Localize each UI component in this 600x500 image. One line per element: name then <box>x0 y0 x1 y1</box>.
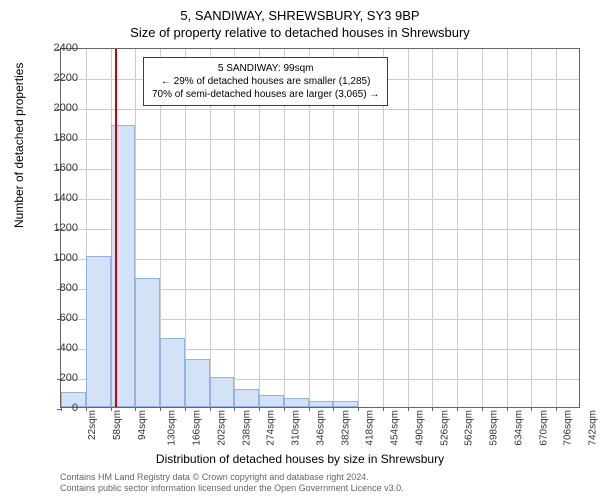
y-tick-label: 1000 <box>54 252 78 264</box>
grid-line-v <box>482 49 483 407</box>
x-tick-label: 634sqm <box>514 410 525 446</box>
x-tick-label: 526sqm <box>439 410 450 446</box>
histogram-bar <box>333 401 358 407</box>
x-tick-label: 670sqm <box>538 410 549 446</box>
grid-line-v <box>556 49 557 407</box>
y-tick-label: 400 <box>60 342 78 354</box>
histogram-bar <box>160 338 185 407</box>
x-tick-mark <box>333 407 334 411</box>
attribution-line-1: Contains HM Land Registry data © Crown c… <box>60 472 404 483</box>
attribution-line-2: Contains public sector information licen… <box>60 483 404 494</box>
x-tick-label: 94sqm <box>137 410 148 440</box>
x-tick-mark <box>210 407 211 411</box>
y-tick-label: 1800 <box>54 132 78 144</box>
grid-line-h <box>61 229 579 230</box>
grid-line-v <box>432 49 433 407</box>
x-tick-mark <box>234 407 235 411</box>
x-tick-label: 598sqm <box>489 410 500 446</box>
histogram-bar <box>135 278 160 407</box>
x-tick-label: 202sqm <box>216 410 227 446</box>
histogram-chart: 5 SANDIWAY: 99sqm ← 29% of detached hous… <box>60 48 580 408</box>
grid-line-h <box>61 169 579 170</box>
x-tick-mark <box>358 407 359 411</box>
grid-line-v <box>507 49 508 407</box>
grid-line-v <box>457 49 458 407</box>
y-tick-label: 0 <box>72 402 78 414</box>
y-tick-label: 1200 <box>54 222 78 234</box>
histogram-bar <box>111 125 136 407</box>
x-tick-label: 58sqm <box>112 410 123 440</box>
grid-line-v <box>531 49 532 407</box>
x-tick-label: 418sqm <box>365 410 376 446</box>
x-tick-label: 310sqm <box>291 410 302 446</box>
x-tick-mark <box>531 407 532 411</box>
x-tick-mark <box>556 407 557 411</box>
x-tick-mark <box>383 407 384 411</box>
x-tick-mark <box>482 407 483 411</box>
x-tick-mark <box>61 407 62 411</box>
x-axis-label: Distribution of detached houses by size … <box>0 452 600 466</box>
x-tick-mark <box>309 407 310 411</box>
x-tick-label: 490sqm <box>414 410 425 446</box>
y-tick-label: 200 <box>60 372 78 384</box>
grid-line-h <box>61 139 579 140</box>
x-tick-label: 454sqm <box>390 410 401 446</box>
y-axis-label: Number of detached properties <box>12 63 26 228</box>
x-tick-mark <box>408 407 409 411</box>
y-tick-label: 2000 <box>54 102 78 114</box>
x-tick-label: 382sqm <box>340 410 351 446</box>
histogram-bar <box>210 377 235 407</box>
grid-line-h <box>61 199 579 200</box>
x-tick-label: 274sqm <box>266 410 277 446</box>
grid-line-v <box>408 49 409 407</box>
histogram-bar <box>86 256 111 408</box>
y-tick-label: 2400 <box>54 42 78 54</box>
histogram-bar <box>234 389 259 407</box>
x-tick-mark <box>457 407 458 411</box>
histogram-bar <box>185 359 210 407</box>
y-tick-label: 600 <box>60 312 78 324</box>
y-tick-label: 1600 <box>54 162 78 174</box>
reference-line <box>115 49 117 407</box>
x-tick-mark <box>259 407 260 411</box>
annotation-line-1: 5 SANDIWAY: 99sqm <box>152 62 379 75</box>
y-tick-label: 800 <box>60 282 78 294</box>
annotation-box: 5 SANDIWAY: 99sqm ← 29% of detached hous… <box>143 57 388 106</box>
x-tick-label: 22sqm <box>87 410 98 440</box>
x-tick-label: 742sqm <box>588 410 599 446</box>
attribution-text: Contains HM Land Registry data © Crown c… <box>60 472 404 494</box>
x-tick-mark <box>284 407 285 411</box>
annotation-line-3: 70% of semi-detached houses are larger (… <box>152 88 379 101</box>
x-tick-label: 346sqm <box>315 410 326 446</box>
x-tick-label: 706sqm <box>563 410 574 446</box>
x-tick-mark <box>160 407 161 411</box>
histogram-bar <box>259 395 284 407</box>
x-tick-label: 562sqm <box>464 410 475 446</box>
histogram-bar <box>309 401 334 407</box>
x-tick-label: 130sqm <box>167 410 178 446</box>
x-tick-label: 166sqm <box>192 410 203 446</box>
chart-title-sub: Size of property relative to detached ho… <box>0 23 600 40</box>
x-tick-mark <box>432 407 433 411</box>
chart-title-main: 5, SANDIWAY, SHREWSBURY, SY3 9BP <box>0 0 600 23</box>
grid-line-h <box>61 259 579 260</box>
x-tick-label: 238sqm <box>241 410 252 446</box>
grid-line-h <box>61 109 579 110</box>
y-tick-label: 1400 <box>54 192 78 204</box>
x-tick-mark <box>185 407 186 411</box>
histogram-bar <box>284 398 309 407</box>
y-tick-label: 2200 <box>54 72 78 84</box>
annotation-line-2: ← 29% of detached houses are smaller (1,… <box>152 75 379 88</box>
x-tick-mark <box>507 407 508 411</box>
